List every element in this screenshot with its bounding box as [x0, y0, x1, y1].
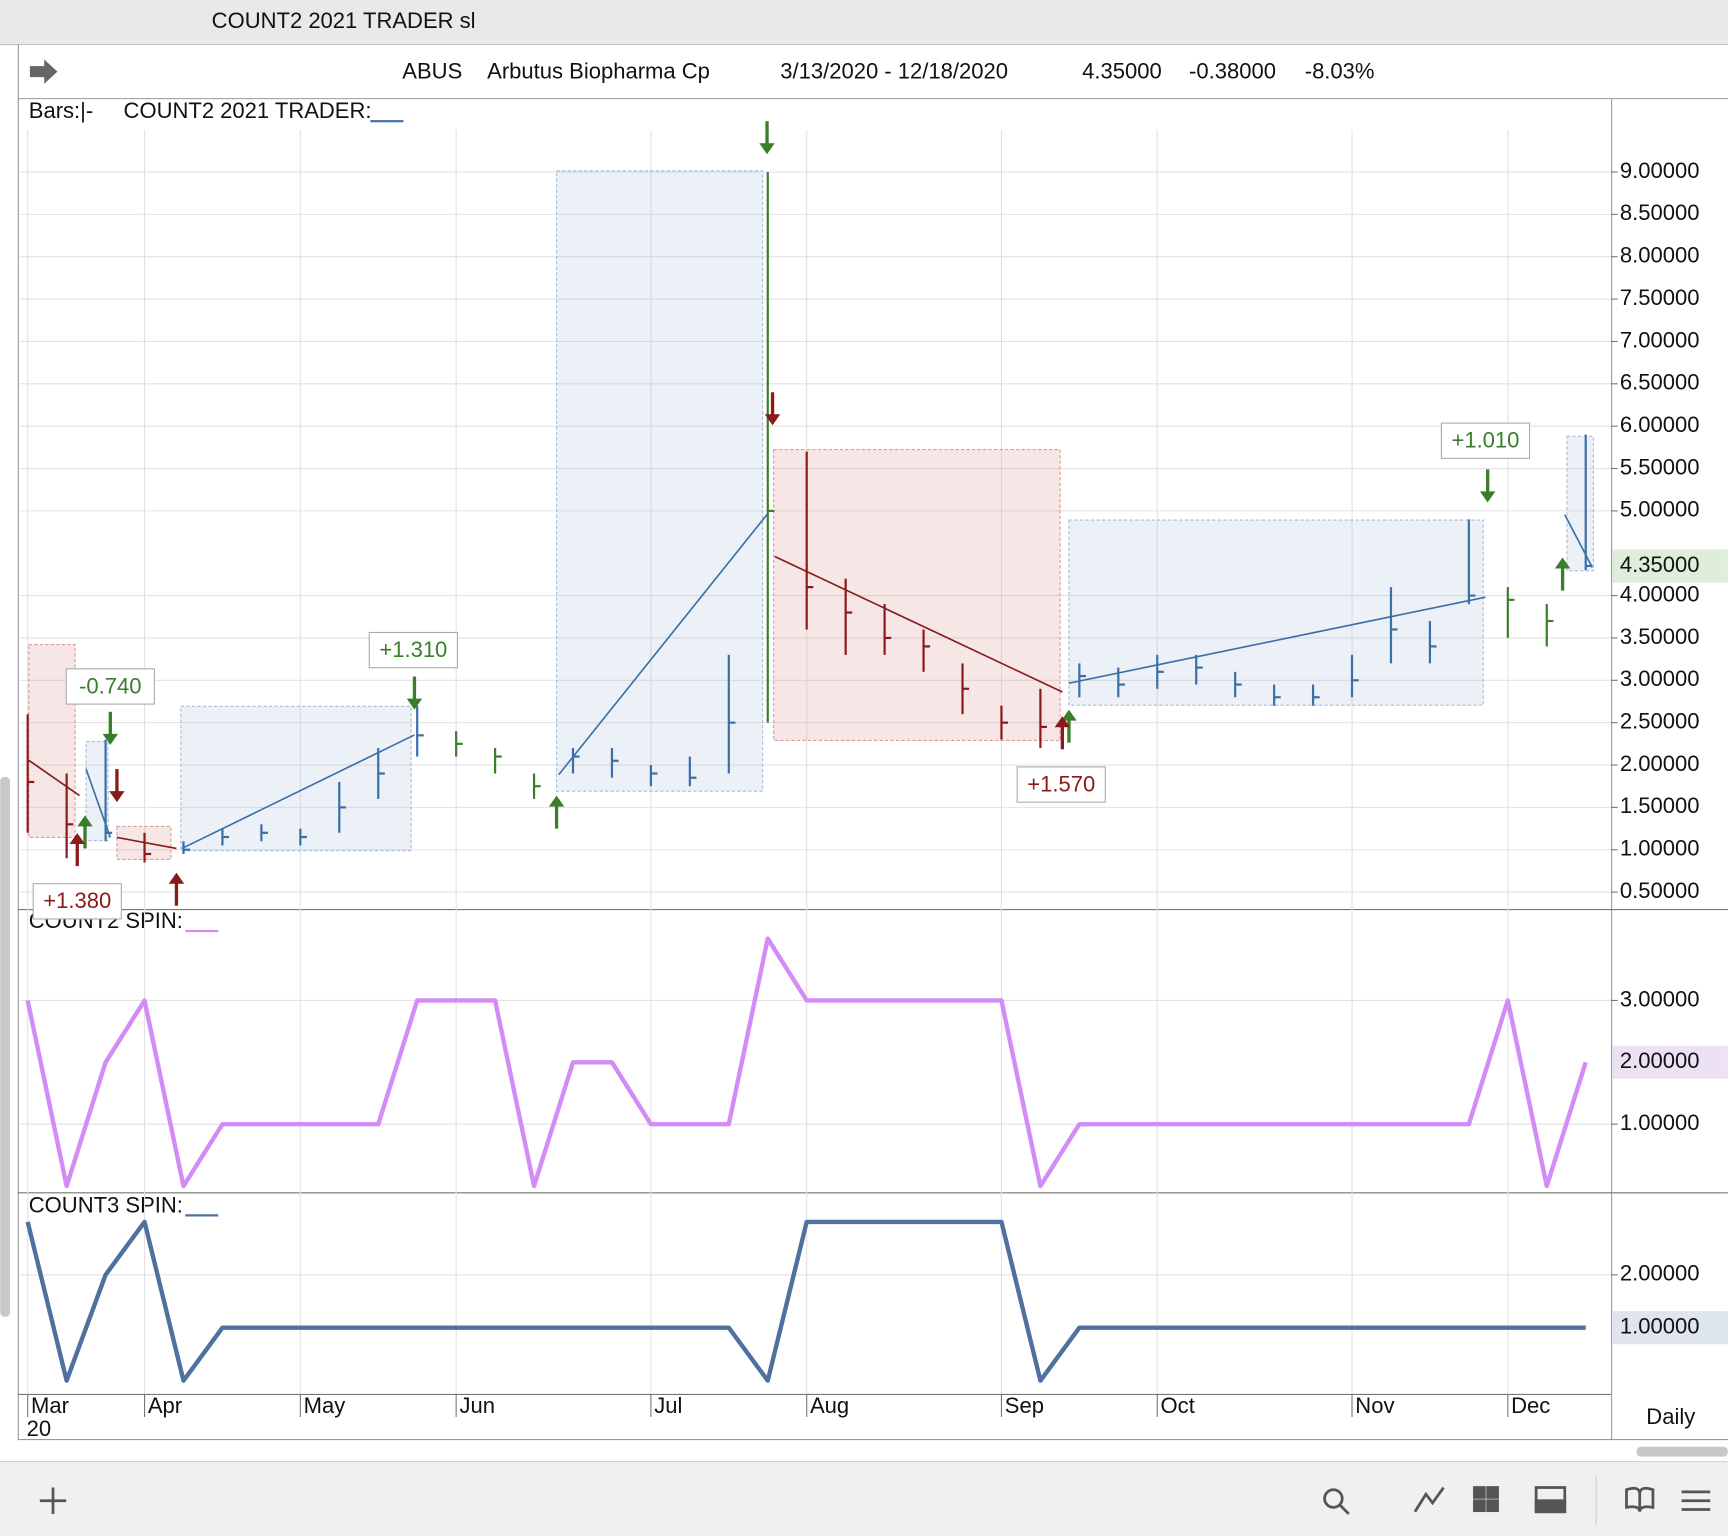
y-tick-label: 5.00000	[1620, 497, 1700, 522]
y-tick-label: 1.00000	[1620, 836, 1700, 861]
percent-change: -8.03%	[1305, 59, 1375, 84]
period[interactable]: Daily	[1646, 1404, 1695, 1429]
signal-arrow-head	[1054, 716, 1071, 728]
signal-box	[556, 170, 764, 792]
last-value-box	[1612, 1045, 1728, 1079]
trend-line	[774, 555, 1063, 693]
signal-arrow-head	[764, 414, 781, 426]
trend-line	[558, 514, 768, 776]
toolbar	[0, 1461, 1728, 1536]
y-tick-label: 2.00000	[1620, 751, 1700, 776]
y-tick-label: 3.00000	[1620, 986, 1700, 1011]
y-tick-label: 2.50000	[1620, 708, 1700, 733]
bars-label: Bars:|-	[29, 98, 93, 123]
y-tick-label: 5.50000	[1620, 454, 1700, 479]
signal-arrow-head	[759, 143, 775, 155]
panel-title: COUNT3 SPIN:	[29, 1192, 183, 1217]
signal-arrow-head	[109, 791, 125, 803]
x-tick-label: Dec	[1511, 1393, 1550, 1418]
annotation-box	[32, 883, 122, 920]
annotation-box	[368, 631, 458, 669]
y-tick-label: 1.50000	[1620, 793, 1700, 818]
annotation: +1.380	[43, 888, 111, 913]
y-tick-label: 8.50000	[1620, 200, 1700, 225]
signal-arrow-head	[1554, 557, 1571, 569]
toolbar-icons[interactable]	[39, 1486, 1711, 1515]
x-tick-label: Nov	[1355, 1393, 1394, 1418]
year-label: 20	[27, 1416, 51, 1441]
signal-arrow-head	[1479, 491, 1496, 503]
x-tick-label: Sep	[1005, 1393, 1044, 1418]
annotation: -0.740	[79, 673, 141, 698]
date-range: 3/13/2020 - 12/18/2020	[780, 59, 1008, 84]
y-tick-label: 8.00000	[1620, 243, 1700, 268]
signal-box	[1068, 519, 1484, 706]
x-tick-label: Aug	[810, 1393, 849, 1418]
indicator-line	[25, 936, 1588, 1189]
annotation: +1.570	[1027, 771, 1095, 796]
signal-arrow-head	[1061, 709, 1077, 721]
title-bar	[0, 0, 1728, 45]
y-tick-label: 7.00000	[1620, 327, 1700, 352]
signal-box	[180, 705, 412, 852]
signal-box	[773, 449, 1061, 742]
y-tick-label: 4.00000	[1620, 581, 1700, 606]
signal-arrow-head	[102, 733, 119, 745]
trend-line	[116, 836, 177, 850]
annotation-box	[65, 668, 155, 705]
x-tick-label: Oct	[1161, 1393, 1195, 1418]
last-value-box	[1612, 549, 1728, 583]
signal-arrow-head	[406, 698, 423, 710]
price-change: -0.38000	[1189, 59, 1276, 84]
signal-box	[1566, 435, 1594, 572]
window-title: COUNT2 2021 TRADER sl	[212, 8, 476, 33]
panel-title: COUNT2 2021 TRADER:	[124, 98, 372, 123]
y-tick-label: 7.50000	[1620, 285, 1700, 310]
x-tick-label: Mar	[31, 1393, 69, 1418]
last-price: 4.35000	[1082, 59, 1162, 84]
h-scrollbar[interactable]	[1636, 1446, 1728, 1457]
y-tick-label: 3.00000	[1620, 666, 1700, 691]
annotation-box	[1016, 766, 1106, 803]
y-tick-label: 6.00000	[1620, 412, 1700, 437]
last-value-box	[1612, 1311, 1728, 1345]
x-tick-label: Jul	[654, 1393, 682, 1418]
x-tick-label: Jun	[459, 1393, 495, 1418]
y-tick-label: 6.50000	[1620, 370, 1700, 395]
last-value: 1.00000	[1620, 1314, 1700, 1339]
x-tick-label: May	[304, 1393, 346, 1418]
trend-line	[1068, 596, 1486, 684]
company-name: Arbutus Biopharma Cp	[487, 59, 710, 84]
x-tick-label: Apr	[148, 1393, 182, 1418]
signal-arrow-head	[168, 872, 185, 884]
last-value: 2.00000	[1620, 1048, 1700, 1073]
annotation: +1.310	[379, 637, 447, 662]
trend-line	[28, 759, 80, 797]
annotation: +1.010	[1451, 428, 1519, 453]
y-tick-label: 9.00000	[1620, 158, 1700, 183]
arrow-icon[interactable]	[29, 59, 58, 84]
trend-line	[1564, 514, 1594, 568]
indicator-line	[25, 1219, 1586, 1383]
signal-arrow-head	[548, 795, 565, 807]
annotation-box	[1440, 422, 1531, 459]
y-tick-label: 0.50000	[1620, 878, 1700, 903]
symbol: ABUS	[402, 59, 462, 84]
y-tick-label: 3.50000	[1620, 624, 1700, 649]
signal-arrow-head	[69, 833, 85, 845]
trend-line	[181, 734, 415, 850]
header-bar	[17, 45, 1728, 99]
signal-arrow-head	[77, 815, 93, 827]
y-tick-label: 2.00000	[1620, 1261, 1700, 1286]
last-value: 4.35000	[1620, 552, 1700, 577]
scrollbar[interactable]	[0, 776, 11, 1317]
y-tick-label: 1.00000	[1620, 1110, 1700, 1135]
